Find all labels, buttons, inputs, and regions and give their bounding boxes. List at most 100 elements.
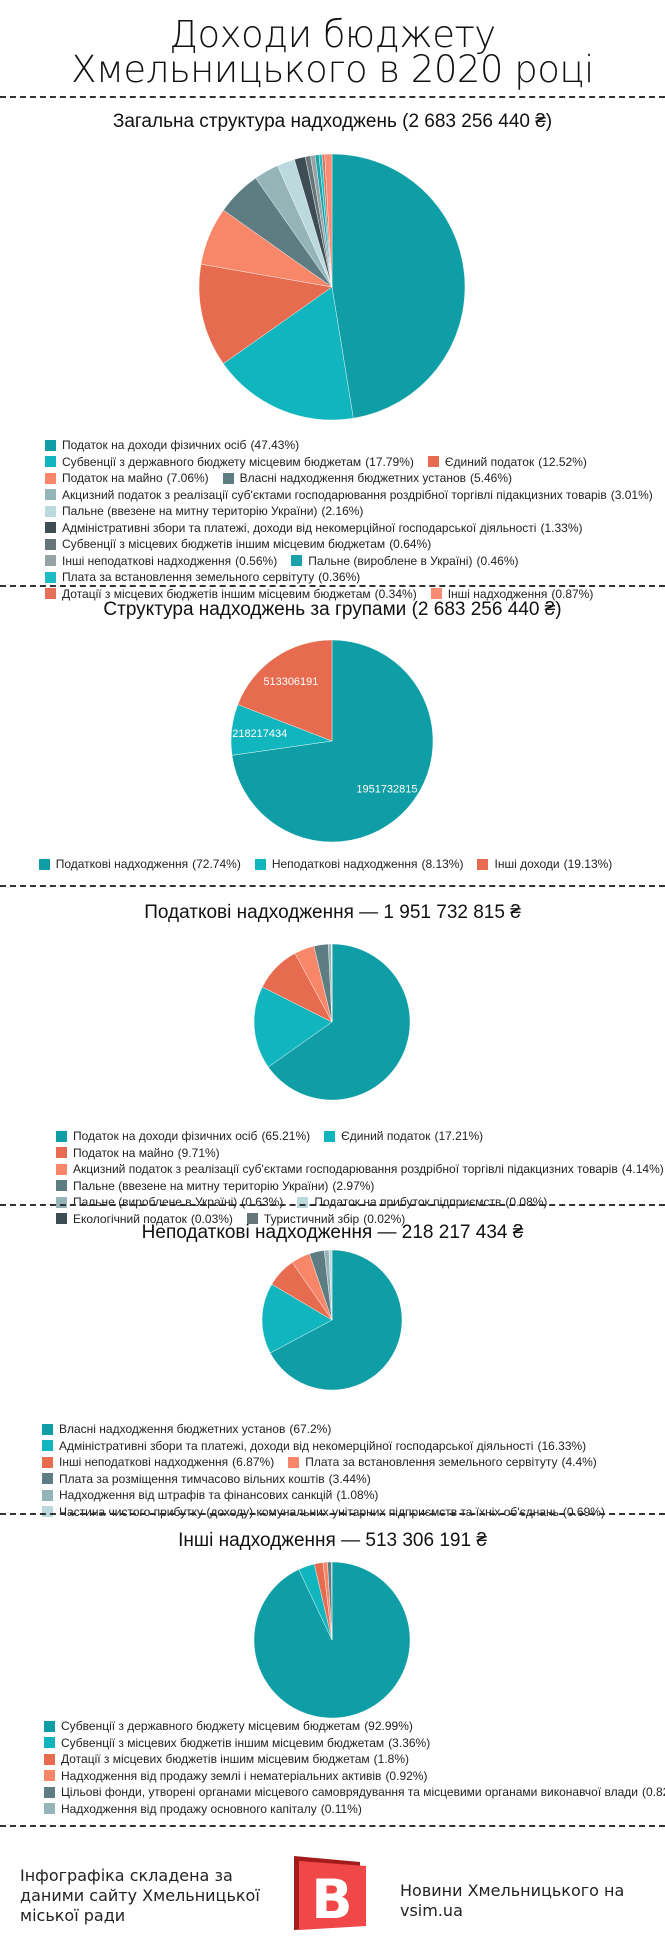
legend-percent: (1.8%) xyxy=(373,1752,410,1766)
legend-other: Субвенції з державного бюджету місцевим … xyxy=(44,1718,665,1818)
divider xyxy=(0,96,665,98)
data-label: 513306191 xyxy=(263,676,318,688)
legend-item: Плата за встановлення земельного сервіту… xyxy=(45,569,360,586)
legend-item: Надходження від продажу землі і нематері… xyxy=(44,1768,427,1785)
divider xyxy=(0,1513,665,1515)
pie-chart-tax xyxy=(253,943,411,1101)
data-label: 1951732815 xyxy=(356,784,417,796)
legend-percent: (0.34%) xyxy=(374,586,417,601)
legend-label: Власні надходження бюджетних установ xyxy=(59,1422,286,1436)
legend-item: Податок на майно (7.06%) xyxy=(45,470,209,487)
legend-item: Дотації з місцевих бюджетів іншим місцев… xyxy=(45,586,417,603)
legend-item: Податок на доходи фізичних осіб (47.43%) xyxy=(45,437,299,454)
pie-slice xyxy=(261,1284,333,1354)
legend-percent: (17.21%) xyxy=(434,1129,484,1143)
legend-swatch xyxy=(42,1473,53,1485)
pie-slice xyxy=(223,286,354,421)
legend-swatch xyxy=(42,1423,53,1435)
legend-swatch xyxy=(45,456,56,468)
legend-label: Податкові надходження xyxy=(55,857,189,871)
chart-title-nontax: Неподаткові надходження — 218 217 434 ₴ xyxy=(141,1222,524,1243)
pie-slice xyxy=(269,1249,403,1391)
chart-title-groups: Структура надходжень за групами (2 683 2… xyxy=(103,599,562,620)
pie-slice xyxy=(237,639,333,742)
pie-slice xyxy=(324,153,333,288)
vsim-logo: B xyxy=(294,1856,366,1930)
legend-tax: Податок на доходи фізичних осіб (65.21%) Є… xyxy=(56,1128,664,1228)
legend-item: Власні надходження бюджетних установ (5.4… xyxy=(222,470,513,487)
legend-swatch xyxy=(42,1506,53,1518)
legend-percent: (3.36%) xyxy=(388,1735,431,1750)
legend-swatch xyxy=(45,538,56,550)
pie-slice xyxy=(253,986,333,1068)
pie-slice xyxy=(231,639,434,843)
chart-title-other: Інші надходження — 513 306 191 ₴ xyxy=(178,1530,487,1551)
legend-item: Інші неподаткові надходження (0.56%) xyxy=(45,553,277,570)
title-line-1: Доходи бюджету xyxy=(169,13,496,56)
pie-slice xyxy=(328,1249,333,1321)
legend-item: Цільові фонди, утворені органами місцево… xyxy=(44,1784,665,1801)
legend-item: Адміністративні збори та платежі, доходи… xyxy=(42,1438,586,1455)
legend-label: Інші неподаткові надходження xyxy=(62,553,232,568)
legend-swatch xyxy=(56,1196,67,1208)
divider xyxy=(0,585,665,587)
legend-label: Єдиний податок xyxy=(341,1129,431,1143)
pie-slice xyxy=(331,1561,333,1641)
chart-title-tax: Податкові надходження — 1 951 732 815 ₴ xyxy=(144,902,521,923)
legend-percent: (0.69%) xyxy=(562,1504,605,1519)
pie-slice xyxy=(198,263,333,364)
legend-swatch xyxy=(42,1440,53,1452)
legend-swatch xyxy=(430,588,442,600)
legend-percent: (0.11%) xyxy=(320,1801,362,1816)
legend-percent: (72.74%) xyxy=(192,857,241,871)
legend-swatch xyxy=(45,439,56,451)
legend-label: Єдиний податок xyxy=(444,454,535,469)
legend-label: Податок на майно xyxy=(73,1145,174,1160)
legend-swatch xyxy=(324,1130,336,1142)
legend-item: Плата за встановлення земельного сервіту… xyxy=(288,1454,597,1471)
legend-item: Надходження від продажу основного капіта… xyxy=(44,1801,362,1818)
divider xyxy=(0,885,665,887)
legend-percent: (17.79%) xyxy=(365,454,414,469)
page-title: Доходи бюджету Хмельницького в 2020 році xyxy=(0,13,665,88)
legend-swatch xyxy=(44,1770,55,1782)
legend-swatch xyxy=(56,1180,67,1192)
legend-swatch xyxy=(44,1786,55,1798)
legend-swatch xyxy=(45,571,56,583)
legend-item: Субвенції з місцевих бюджетів іншим місц… xyxy=(44,1735,430,1752)
legend-label: Надходження від штрафів та фінансових са… xyxy=(59,1488,333,1502)
legend-swatch xyxy=(44,1803,55,1815)
legend-item: Адміністративні збори та платежі, доходи… xyxy=(45,520,583,537)
legend-item: Податок на майно (9.71%) xyxy=(56,1145,220,1162)
legend-percent: (65.21%) xyxy=(261,1129,311,1143)
divider xyxy=(0,1825,665,1827)
legend-label: Інші неподаткові надходження xyxy=(59,1455,229,1469)
legend-label: Інші надходження xyxy=(447,586,548,601)
legend-swatch xyxy=(45,555,56,567)
legend-item: Власні надходження бюджетних установ (67.… xyxy=(42,1421,331,1438)
legend-groups: Податкові надходження (72.74%) Неподаткові… xyxy=(20,856,645,873)
legend-item: Субвенції з державного бюджету місцевим … xyxy=(45,454,414,471)
legend-percent: (16.33%) xyxy=(537,1438,587,1453)
legend-item: Плата за розміщення тимчасово вільних ко… xyxy=(42,1471,371,1488)
legend-label: Субвенції з місцевих бюджетів іншим місц… xyxy=(62,537,386,551)
legend-item: Інші надходження (0.87%) xyxy=(430,586,593,603)
legend-swatch xyxy=(254,858,266,870)
legend-label: Частина чистого прибутку (доходу) комуна… xyxy=(59,1504,559,1519)
legend-label: Акцизний податок з реалізації суб'єктами… xyxy=(62,487,607,502)
legend-swatch xyxy=(45,588,56,600)
legend-label: Надходження від продажу основного капіта… xyxy=(61,1801,317,1816)
brand-note: Новини Хмельницького на vsim.ua xyxy=(400,1881,625,1920)
legend-percent: (0.02%) xyxy=(363,1211,406,1226)
legend-item: Екологічний податок (0.03%) xyxy=(56,1211,233,1228)
legend-percent: (0.92%) xyxy=(385,1768,428,1783)
legend-percent: (3.44%) xyxy=(328,1471,371,1486)
legend-label: Адміністративні збори та платежі, доходи… xyxy=(62,520,537,535)
pie-slice xyxy=(331,153,466,419)
legend-swatch xyxy=(56,1147,67,1159)
legend-percent: (4.14%) xyxy=(621,1162,664,1176)
legend-label: Екологічний податок xyxy=(73,1211,187,1226)
legend-label: Пальне (вироблене в Україні) xyxy=(308,553,473,568)
legend-label: Неподаткові надходження xyxy=(271,857,418,871)
legend-percent: (5.46%) xyxy=(470,471,513,485)
